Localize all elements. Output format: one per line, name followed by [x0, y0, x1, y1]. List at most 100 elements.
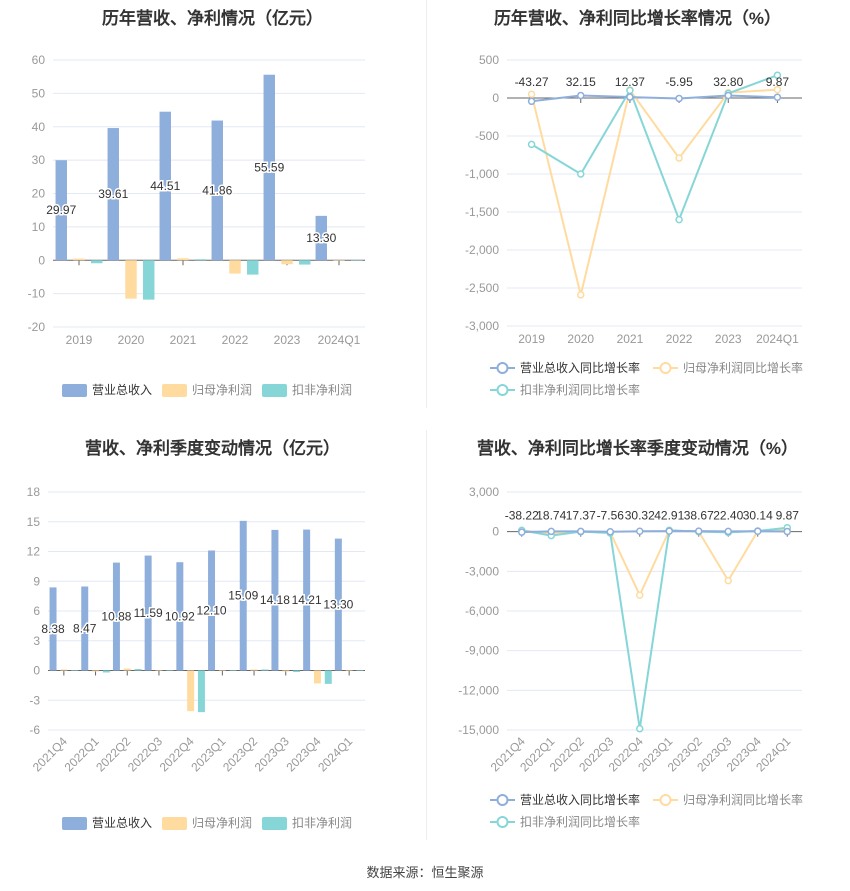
data-label: 14.21: [292, 593, 322, 607]
data-label: 32.15: [566, 75, 596, 89]
y-tick-label: -6: [29, 723, 40, 737]
bar-扣非净利润: [102, 670, 110, 673]
bar-营业总收入: [263, 74, 275, 261]
point-营业总收入同比增长率: [773, 93, 782, 101]
legend-item[interactable]: 归母净利润: [162, 383, 252, 397]
legend-swatch: [62, 817, 87, 830]
y-tick-label: 60: [32, 53, 46, 67]
annual-growth-chart: 历年营收、净利同比增长率情况（%） 500 0 -500 -1,000 -1,500 -2…: [425, 0, 850, 430]
bar-归母净利润: [229, 260, 241, 274]
chart-svg: 500 0 -500 -1,000 -1,500 -2,000 -2,500 -3,000 20…: [465, 53, 803, 397]
bar-扣非净利润: [324, 670, 332, 684]
data-label: 14.18: [260, 593, 290, 607]
legend-label: 扣非净利润同比增长率: [520, 382, 640, 397]
point-归母净利润同比增长率: [724, 576, 732, 585]
point-扣非净利润同比增长率: [675, 215, 683, 224]
point-扣非净利润同比增长率: [527, 140, 536, 149]
data-source: 数据来源：恒生聚源: [366, 865, 484, 880]
chart-title: 历年营收、净利情况（亿元）: [102, 9, 323, 28]
point-营业总收入同比增长率: [518, 528, 526, 536]
bar-营业总收入: [107, 128, 119, 261]
bar-归母净利润: [281, 260, 293, 265]
point-营业总收入同比增长率: [577, 91, 585, 100]
legend-item[interactable]: 营业总收入: [62, 816, 152, 830]
divider: [426, 430, 427, 840]
line-归母净利润同比增长率: [530, 87, 778, 296]
point-营业总收入同比增长率: [754, 527, 762, 536]
y-tick-label: -3,000: [465, 319, 499, 333]
bar-归母净利润: [333, 260, 345, 261]
y-tick-label: -6,000: [465, 604, 499, 618]
x-tick-label: 2024Q1: [318, 333, 361, 347]
x-tick-label: 2023: [715, 332, 742, 346]
legend-item[interactable]: 营业总收入同比增长率: [490, 792, 640, 807]
y-tick-label: 500: [479, 53, 499, 67]
legend-item[interactable]: 扣非净利润: [262, 383, 352, 397]
bar-扣非净利润: [229, 670, 237, 671]
y-tick-label: -9,000: [465, 644, 499, 658]
bar-营业总收入: [271, 529, 279, 671]
legend-label: 营业总收入同比增长率: [520, 360, 640, 375]
bar-营业总收入: [303, 529, 311, 671]
data-label: 17.37: [566, 509, 596, 523]
legend-label: 归母净利润: [192, 816, 252, 830]
quarterly-revenue-profit-chart: 营收、净利季度变动情况（亿元） 18 15 12 9 6 3 0 -3 -6 2021Q4 2022…: [0, 430, 425, 860]
legend-item[interactable]: 扣非净利润同比增长率: [490, 814, 640, 829]
y-tick-label: -2,500: [465, 281, 499, 295]
legend-item[interactable]: 归母净利润: [162, 816, 252, 830]
data-label: 15.09: [228, 589, 258, 603]
line-扣非净利润同比增长率: [521, 526, 788, 729]
data-label: 22.40: [713, 509, 743, 523]
x-tick-label: 2019: [66, 333, 93, 347]
legend-swatch: [262, 384, 287, 397]
y-tick-label: 0: [492, 91, 499, 105]
y-tick-label: -500: [475, 129, 499, 143]
legend-swatch: [162, 384, 187, 397]
y-tick-label: 12: [27, 545, 41, 559]
bar-归母净利润: [250, 669, 258, 671]
point-营业总收入同比增长率: [547, 527, 555, 536]
point-扣非净利润同比增长率: [773, 71, 782, 79]
data-label: 11.59: [134, 606, 163, 620]
legend-marker: [659, 794, 672, 806]
legend-item[interactable]: 扣非净利润: [262, 816, 352, 830]
legend-item[interactable]: 归母净利润同比增长率: [653, 792, 803, 807]
y-tick-label: 0: [492, 525, 499, 539]
line-归母净利润同比增长率: [521, 528, 788, 598]
legend-item[interactable]: 扣非净利润同比增长率: [490, 382, 640, 397]
legend-marker: [496, 794, 509, 806]
bar-扣非净利润: [247, 260, 259, 275]
data-label: 13.30: [323, 598, 353, 612]
chart-title: 营收、净利同比增长率季度变动情况（%）: [476, 439, 799, 458]
bar-归母净利润: [282, 670, 290, 672]
bar-营业总收入: [144, 555, 152, 671]
legend-label: 归母净利润同比增长率: [683, 792, 803, 807]
x-tick-label: 2021: [617, 332, 644, 346]
bar-营业总收入: [315, 215, 327, 261]
legend-swatch: [62, 384, 87, 397]
line-营业总收入同比增长率: [531, 94, 778, 103]
point-营业总收入同比增长率: [665, 527, 673, 535]
legend-label: 扣非净利润同比增长率: [520, 814, 640, 829]
y-tick-label: -3,000: [465, 564, 499, 578]
line-营业总收入同比增长率: [521, 530, 788, 534]
bar-营业总收入: [55, 160, 67, 261]
point-扣非净利润同比增长率: [577, 170, 585, 178]
y-tick-label: 3: [33, 634, 40, 648]
bar-营业总收入: [208, 550, 216, 671]
legend-item[interactable]: 营业总收入同比增长率: [490, 360, 640, 375]
x-tick-label: 2019: [518, 332, 545, 346]
bar-营业总收入: [81, 586, 89, 671]
data-label: 38.67: [684, 509, 714, 523]
point-营业总收入同比增长率: [724, 91, 732, 100]
legend-swatch: [162, 817, 187, 830]
bar-扣非净利润: [91, 260, 103, 264]
data-label: -43.27: [515, 75, 549, 89]
legend-item[interactable]: 归母净利润同比增长率: [653, 360, 803, 375]
y-tick-label: 10: [32, 220, 46, 234]
y-tick-label: -20: [28, 320, 46, 334]
legend-item[interactable]: 营业总收入: [62, 383, 152, 397]
quarterly-growth-chart: 营收、净利同比增长率季度变动情况（%） 3,000 0 -3,000 -6,000 -9…: [425, 430, 850, 860]
bar-归母净利润: [92, 670, 100, 672]
